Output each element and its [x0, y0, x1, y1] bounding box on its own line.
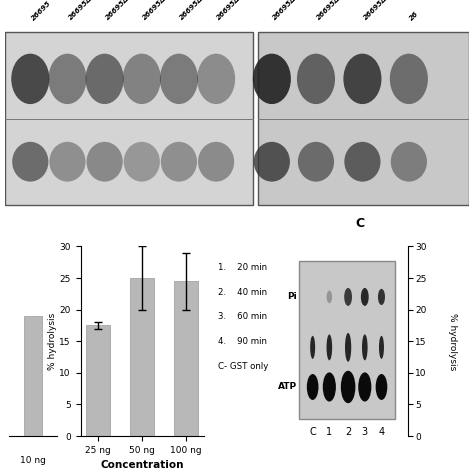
Ellipse shape — [197, 54, 235, 104]
Ellipse shape — [323, 373, 336, 401]
Ellipse shape — [345, 333, 351, 362]
Text: 26695ΔcagZ: 26695ΔcagZ — [67, 0, 107, 21]
Text: C- GST only: C- GST only — [218, 362, 268, 371]
Text: 26: 26 — [409, 10, 420, 21]
Ellipse shape — [358, 373, 371, 401]
Text: 4.    90 min: 4. 90 min — [218, 337, 267, 346]
Ellipse shape — [161, 142, 197, 182]
Ellipse shape — [253, 54, 291, 104]
Ellipse shape — [297, 54, 335, 104]
Bar — [258, 32, 469, 205]
Ellipse shape — [327, 334, 332, 360]
Ellipse shape — [86, 54, 124, 104]
Text: 26695ΔcagY: 26695ΔcagY — [142, 0, 182, 21]
Text: 4: 4 — [378, 427, 384, 437]
Ellipse shape — [123, 54, 161, 104]
Ellipse shape — [344, 288, 352, 306]
Text: 1: 1 — [326, 427, 332, 437]
Text: 3.    60 min: 3. 60 min — [218, 312, 267, 321]
Text: 26695ΔcagX: 26695ΔcagX — [272, 0, 312, 21]
Bar — [86, 326, 110, 436]
Ellipse shape — [390, 54, 428, 104]
Y-axis label: % hydrolysis: % hydrolysis — [448, 313, 457, 370]
Text: 26695ΔcagV: 26695ΔcagV — [105, 0, 145, 21]
Bar — [174, 281, 198, 436]
Ellipse shape — [124, 142, 160, 182]
Ellipse shape — [391, 142, 427, 182]
Ellipse shape — [343, 54, 382, 104]
Text: C: C — [356, 217, 365, 230]
Text: 26695Δcagδ: 26695Δcagδ — [316, 0, 356, 21]
Ellipse shape — [310, 336, 315, 359]
Bar — [299, 261, 395, 419]
Ellipse shape — [379, 336, 384, 359]
Ellipse shape — [254, 142, 290, 182]
Text: 10 ng: 10 ng — [20, 456, 46, 465]
Bar — [5, 32, 253, 205]
Ellipse shape — [378, 289, 385, 305]
Ellipse shape — [361, 288, 369, 306]
Text: 26695: 26695 — [30, 0, 52, 21]
X-axis label: Concentration: Concentration — [100, 460, 184, 470]
Text: 26695ΔcagI: 26695ΔcagI — [363, 0, 401, 21]
Y-axis label: % hydrolysis: % hydrolysis — [47, 313, 56, 370]
Ellipse shape — [341, 371, 356, 403]
Text: 2: 2 — [345, 427, 351, 437]
Text: 2.    40 min: 2. 40 min — [218, 288, 267, 297]
Ellipse shape — [12, 142, 48, 182]
Ellipse shape — [344, 142, 381, 182]
Ellipse shape — [298, 142, 334, 182]
Ellipse shape — [375, 374, 387, 400]
Ellipse shape — [362, 334, 368, 360]
Ellipse shape — [160, 54, 198, 104]
Bar — [24, 316, 42, 436]
Ellipse shape — [327, 291, 332, 303]
Text: 3: 3 — [362, 427, 368, 437]
Text: Pi: Pi — [287, 292, 297, 301]
Text: 26695ΔcagM: 26695ΔcagM — [216, 0, 257, 21]
Ellipse shape — [49, 142, 85, 182]
Ellipse shape — [198, 142, 234, 182]
Ellipse shape — [87, 142, 123, 182]
Ellipse shape — [307, 374, 319, 400]
Ellipse shape — [11, 54, 49, 104]
Text: 1.    20 min: 1. 20 min — [218, 263, 267, 272]
Text: C: C — [309, 427, 316, 437]
Bar — [130, 278, 154, 436]
Text: 26695ΔcagT: 26695ΔcagT — [179, 0, 219, 21]
Ellipse shape — [48, 54, 86, 104]
Text: ATP: ATP — [278, 383, 297, 392]
